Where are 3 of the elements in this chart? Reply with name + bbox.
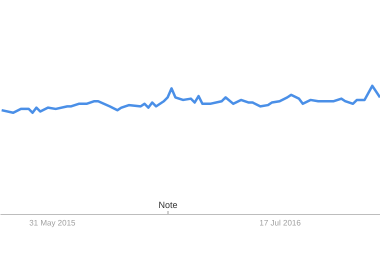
x-tick-label: 17 Jul 2016: [259, 218, 302, 228]
annotation: Note: [158, 200, 178, 210]
x-tick-label: 31 May 2015: [29, 218, 76, 228]
